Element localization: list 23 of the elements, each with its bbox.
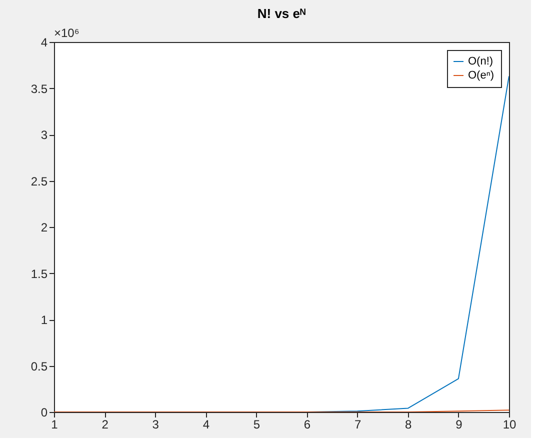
x-tick-label: 3 [152,418,160,432]
x-tick-label: 10 [502,418,516,432]
y-tick-label: 2.5 [30,174,48,188]
x-tick-label: 4 [202,418,210,432]
y-tick-label: 1.5 [30,266,48,281]
y-tick-label: 0.5 [30,359,48,374]
text: ×10⁶ [54,26,80,40]
x-tick-label: 6 [304,418,311,432]
chart-title: N! vs eᴺ [257,6,306,21]
x-tick-label: 7 [354,418,362,432]
y-tick-label: 4 [40,36,48,50]
x-tick-label: 8 [405,418,412,432]
x-tick-label: 2 [102,418,109,432]
x-tick-label: 5 [253,418,260,432]
y-tick-label: 3 [40,128,48,142]
legend-label: O(n!) [468,56,494,68]
y-tick-label: 2 [40,220,48,234]
legend-label: O(eⁿ) [468,70,494,82]
x-tick-label: 1 [51,418,58,432]
x-tick-label: 9 [456,418,463,432]
y-tick-label: 3.5 [30,82,48,96]
y-tick-label: 1 [40,313,48,327]
y-tick-label: 0 [40,406,48,420]
